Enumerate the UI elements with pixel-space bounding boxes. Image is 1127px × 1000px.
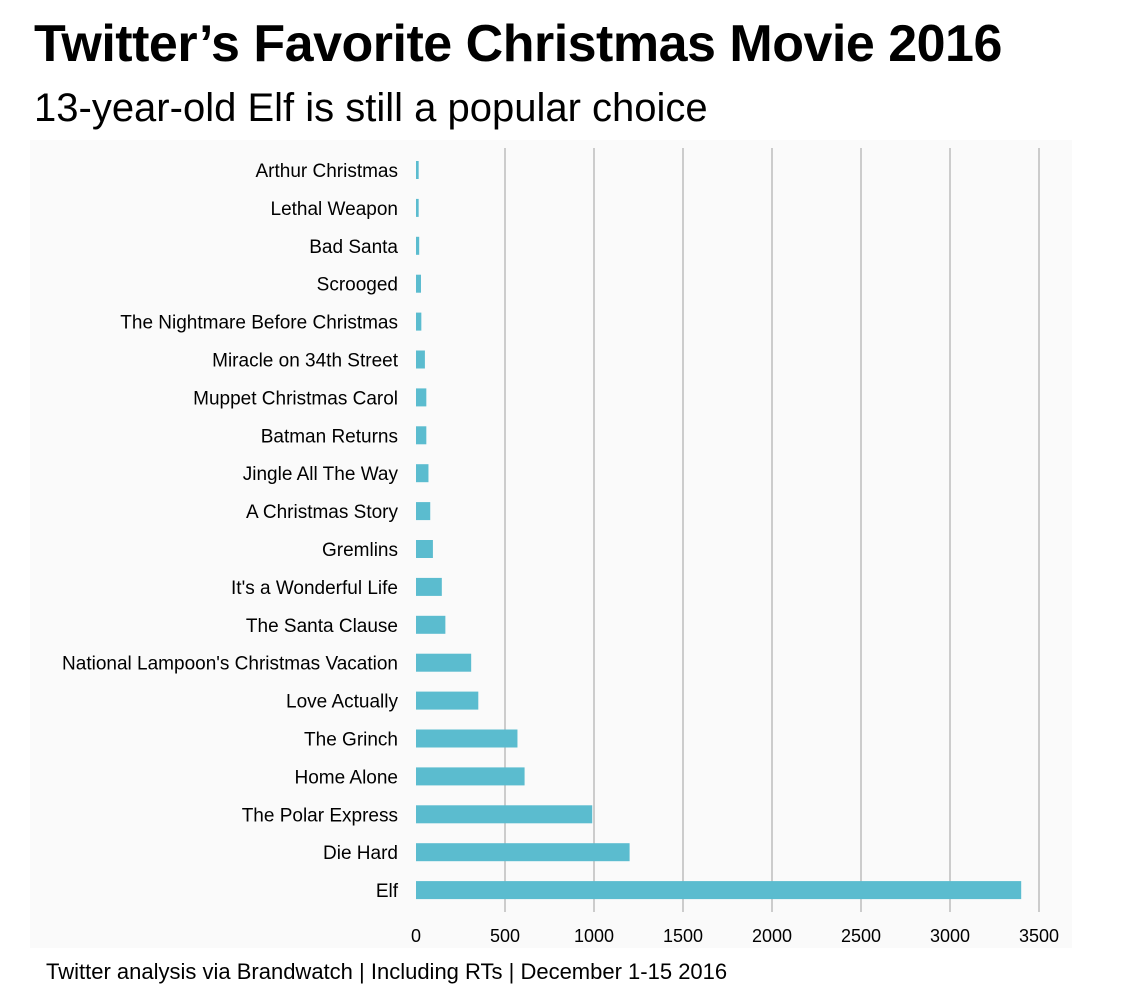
bar-chart: Arthur Christmas Lethal Weapon Bad Santa Sc… [62,148,1059,946]
x-tick-label: 500 [490,926,520,946]
category-label: Elf [376,881,399,902]
bar [416,426,427,445]
bar [416,615,446,634]
category-label: Lethal Weapon [271,199,398,220]
category-label: Bad Santa [309,237,398,258]
bar [416,653,472,672]
chart-area: Arthur Christmas Lethal Weapon Bad Santa Sc… [30,140,1072,948]
bar [416,464,429,483]
category-label: Scrooged [317,275,398,296]
category-label: Miracle on 34th Street [212,351,399,372]
x-tick-label: 0 [411,926,421,946]
x-tick-label: 3500 [1019,926,1059,946]
category-label: The Santa Clause [246,616,398,637]
category-label: Muppet Christmas Carol [193,388,398,409]
bar [416,161,419,179]
bar [416,540,433,558]
bar [416,843,630,862]
bar [416,881,1022,900]
category-label: Arthur Christmas [255,161,398,182]
bar [416,236,420,255]
category-label: Jingle All The Way [243,464,399,485]
category-label: The Polar Express [242,805,398,826]
category-label: The Nightmare Before Christmas [120,313,398,334]
category-label: Die Hard [323,843,398,864]
x-tick-label: 3000 [930,926,970,946]
x-tick-label: 1500 [663,926,703,946]
chart-title: Twitter’s Favorite Christmas Movie 2016 [34,15,1002,73]
chart-subtitle: 13-year-old Elf is still a popular choic… [34,86,708,130]
bar [416,350,425,369]
category-label: The Grinch [304,730,398,751]
bar [416,805,593,824]
bar [416,198,419,217]
bar [416,388,427,407]
category-label: It's a Wonderful Life [231,578,398,599]
x-tick-label: 1000 [574,926,614,946]
category-label: National Lampoon's Christmas Vacation [62,654,398,675]
category-label: A Christmas Story [246,502,399,523]
bar [416,274,421,293]
category-label: Batman Returns [261,426,398,447]
bar [416,767,525,786]
category-label: Gremlins [322,540,398,561]
bar [416,691,479,710]
bar [416,502,431,521]
bar [416,312,422,331]
category-label: Love Actually [286,692,398,713]
source-note: Twitter analysis via Brandwatch | Includ… [46,959,728,984]
category-label: Home Alone [294,767,398,788]
x-tick-label: 2000 [752,926,792,946]
bar [416,577,442,596]
x-tick-label: 2500 [841,926,881,946]
bar [416,729,518,748]
